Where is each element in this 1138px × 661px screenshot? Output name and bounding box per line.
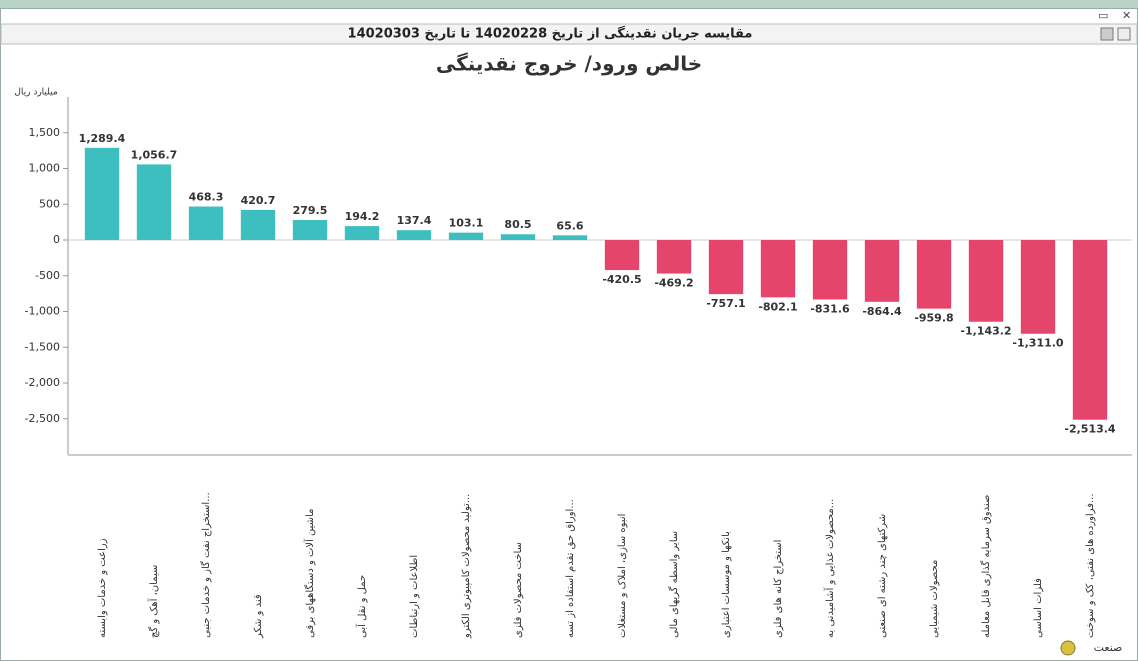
bar	[760, 240, 796, 298]
bar	[396, 230, 432, 240]
window-frame	[0, 8, 1138, 661]
value-label: -2,513.4	[1064, 423, 1116, 436]
x-tick-label: اوراق حق تقدم استفاده از تسه...	[565, 499, 576, 638]
value-label: -420.5	[602, 273, 641, 286]
x-tick-label: انبوه سازی، املاک و مستغلات	[617, 514, 628, 638]
bar	[864, 240, 900, 302]
bar	[1072, 240, 1108, 420]
y-tick-label: -1,500	[25, 340, 60, 353]
x-tick-label: زراعت و خدمات وابسته	[97, 538, 108, 638]
window-top	[0, 0, 1138, 8]
y-tick-label: -2,000	[25, 376, 60, 389]
bar	[1020, 240, 1056, 334]
y-tick-label: -500	[35, 269, 60, 282]
bar	[708, 240, 744, 295]
close-icon[interactable]: ✕	[1122, 9, 1131, 22]
y-tick-label: 0	[53, 233, 60, 246]
bar	[812, 240, 848, 300]
title-bar	[0, 23, 1138, 45]
x-tick-label: بانکها و موسسات اعتباری	[721, 531, 732, 638]
value-label: -1,143.2	[960, 325, 1011, 338]
bar	[84, 147, 120, 240]
print-icon[interactable]	[1100, 27, 1114, 41]
value-label: -802.1	[758, 300, 797, 313]
bar	[240, 209, 276, 240]
x-tick-label: تولید محصولات کامپیوتری الکترو...	[461, 494, 472, 639]
value-label: 279.5	[293, 204, 328, 217]
window-title: مقایسه جریان نقدینگی از تاریخ 14020228 ت…	[348, 26, 753, 42]
y-tick-label: 1,000	[29, 162, 61, 175]
bar	[968, 240, 1004, 322]
settings-icon[interactable]	[1060, 640, 1076, 656]
value-label: 1,289.4	[79, 132, 126, 145]
y-tick-label: 500	[39, 197, 60, 210]
x-tick-label: اطلاعات و ارتباطات	[409, 555, 420, 638]
x-tick-label: ساخت محصولات فلزی	[513, 542, 524, 638]
value-label: 137.4	[397, 214, 432, 227]
bar	[500, 234, 536, 240]
value-label: 65.6	[556, 219, 583, 232]
export-icon[interactable]	[1117, 27, 1131, 41]
bar	[344, 226, 380, 240]
x-tick-label: استخراج کانه های فلزی	[773, 540, 784, 638]
y-tick-label: -1,000	[25, 305, 60, 318]
x-axis-label: صنعت	[1094, 641, 1123, 654]
value-label: 468.3	[189, 191, 224, 204]
value-label: -864.4	[862, 305, 902, 318]
value-label: 1,056.7	[131, 148, 178, 161]
bar	[448, 232, 484, 240]
x-tick-label: حمل و نقل آبی	[355, 575, 368, 638]
bar	[188, 206, 224, 240]
x-tick-label: قند و شکر	[253, 594, 264, 639]
value-label: -831.6	[810, 302, 850, 315]
value-label: 420.7	[241, 194, 276, 207]
value-label: -959.8	[914, 312, 953, 325]
bar	[604, 240, 640, 271]
x-tick-label: سیمان، آهک و گچ	[147, 565, 160, 638]
bar	[292, 220, 328, 240]
x-tick-label: سایر واسطه گریهای مالی	[668, 531, 680, 638]
y-axis-label: میلیارد ریال	[14, 88, 58, 98]
value-label: -757.1	[706, 297, 745, 310]
x-tick-label: شرکتهای چند رشته ای صنعتی	[877, 514, 888, 638]
bar	[552, 235, 588, 240]
y-tick-label: -2,500	[25, 412, 60, 425]
value-label: 194.2	[345, 210, 380, 223]
x-tick-label: محصولات شیمیایی	[929, 560, 940, 638]
bar	[136, 164, 172, 240]
x-tick-label: فلزات اساسی	[1033, 578, 1044, 638]
bar	[916, 240, 952, 309]
x-tick-label: استخراج نفت گاز و خدمات جنبی...	[200, 492, 212, 638]
x-tick-label: محصولات غذایی و آشامیدنی به...	[823, 499, 836, 638]
value-label: 80.5	[504, 218, 531, 231]
value-label: -469.2	[654, 277, 693, 290]
x-tick-label: صندوق سرمایه گذاری قابل معامله	[980, 495, 992, 638]
value-label: -1,311.0	[1012, 337, 1064, 350]
x-tick-label: ماشین آلات و دستگاههای برقی	[303, 509, 316, 638]
minimize-icon[interactable]: ▭	[1098, 9, 1108, 22]
x-tick-label: فراورده های نفتی، کک و سوخت...	[1085, 493, 1096, 638]
chart-title: خالص ورود/ خروج نقدینگی	[436, 52, 702, 76]
y-tick-label: 1,500	[29, 126, 61, 139]
value-label: 103.1	[449, 217, 484, 230]
bar	[656, 240, 692, 274]
